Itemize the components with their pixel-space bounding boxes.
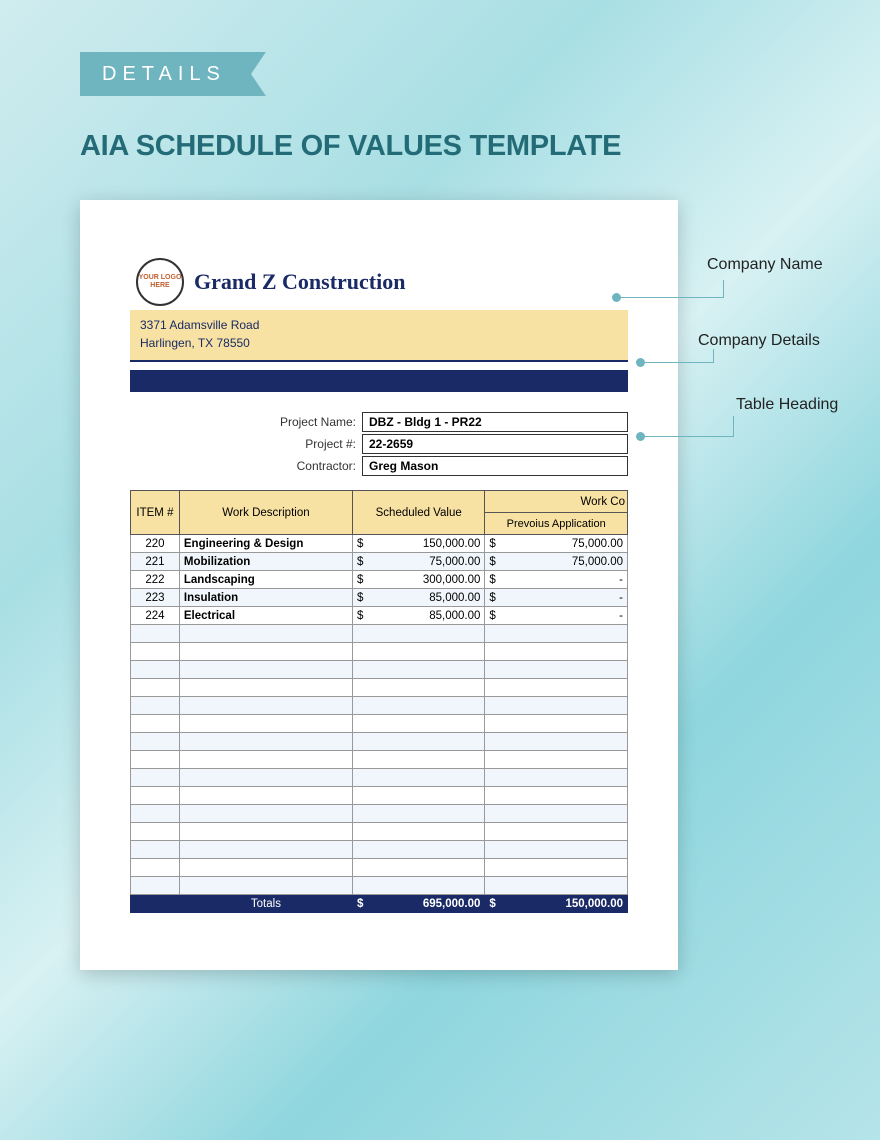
table-row-empty	[131, 841, 628, 859]
table-row-empty	[131, 805, 628, 823]
ribbon-text: DETAILS	[102, 63, 226, 86]
project-number-value: 22-2659	[362, 434, 628, 454]
th-sched: Scheduled Value	[353, 491, 485, 535]
table-row-empty	[131, 877, 628, 895]
project-name-value: DBZ - Bldg 1 - PR22	[362, 412, 628, 432]
project-name-label: Project Name:	[130, 415, 362, 429]
table-row-empty	[131, 697, 628, 715]
project-number-row: Project #: 22-2659	[130, 434, 628, 454]
table-row-empty	[131, 715, 628, 733]
cell-sched: $150,000.00	[353, 535, 485, 553]
line-table-heading-v	[733, 416, 734, 437]
cell-prev: $75,000.00	[485, 535, 628, 553]
cell-prev: $-	[485, 589, 628, 607]
details-ribbon: DETAILS	[80, 52, 266, 96]
cell-item: 221	[131, 553, 180, 571]
logo-placeholder: YOUR LOGO HERE	[136, 258, 184, 306]
totals-row: Totals $695,000.00 $150,000.00	[131, 895, 628, 913]
anno-company-name: Company Name	[707, 256, 823, 274]
cell-desc: Mobilization	[179, 553, 352, 571]
table-row: 221Mobilization$75,000.00$75,000.00	[131, 553, 628, 571]
th-desc: Work Description	[179, 491, 352, 535]
schedule-table: ITEM # Work Description Scheduled Value …	[130, 490, 628, 913]
totals-prev: $150,000.00	[485, 895, 628, 913]
project-number-label: Project #:	[130, 437, 362, 451]
table-row-empty	[131, 679, 628, 697]
table-row-empty	[131, 859, 628, 877]
project-name-row: Project Name: DBZ - Bldg 1 - PR22	[130, 412, 628, 432]
project-info: Project Name: DBZ - Bldg 1 - PR22 Projec…	[130, 412, 628, 476]
anno-table-heading: Table Heading	[736, 396, 838, 414]
contractor-value: Greg Mason	[362, 456, 628, 476]
line-company-details-h	[641, 362, 713, 363]
cell-desc: Engineering & Design	[179, 535, 352, 553]
cell-sched: $85,000.00	[353, 607, 485, 625]
totals-sched: $695,000.00	[353, 895, 485, 913]
line-company-name-v	[723, 280, 724, 298]
th-workco: Work Co	[485, 491, 628, 513]
cell-desc: Landscaping	[179, 571, 352, 589]
contractor-label: Contractor:	[130, 459, 362, 473]
cell-item: 223	[131, 589, 180, 607]
contractor-row: Contractor: Greg Mason	[130, 456, 628, 476]
line-table-heading-h	[641, 436, 733, 437]
cell-prev: $75,000.00	[485, 553, 628, 571]
line-company-details-v	[713, 349, 714, 363]
logo-text: YOUR LOGO HERE	[138, 274, 182, 289]
cell-item: 220	[131, 535, 180, 553]
anno-company-details: Company Details	[698, 332, 820, 350]
cell-desc: Electrical	[179, 607, 352, 625]
table-row: 220Engineering & Design$150,000.00$75,00…	[131, 535, 628, 553]
table-row-empty	[131, 787, 628, 805]
cell-prev: $-	[485, 571, 628, 589]
totals-label: Totals	[179, 895, 352, 913]
table-row-empty	[131, 733, 628, 751]
address-line2: Harlingen, TX 78550	[140, 334, 618, 352]
company-header: YOUR LOGO HERE Grand Z Construction	[130, 258, 628, 306]
company-name: Grand Z Construction	[194, 269, 405, 295]
document-card: YOUR LOGO HERE Grand Z Construction 3371…	[80, 200, 678, 970]
table-row-empty	[131, 823, 628, 841]
table-row-empty	[131, 661, 628, 679]
page-title: AIA SCHEDULE OF VALUES TEMPLATE	[80, 130, 621, 163]
address-line1: 3371 Adamsville Road	[140, 316, 618, 334]
table-row: 223Insulation$85,000.00$-	[131, 589, 628, 607]
cell-sched: $85,000.00	[353, 589, 485, 607]
cell-sched: $75,000.00	[353, 553, 485, 571]
table-body: 220Engineering & Design$150,000.00$75,00…	[131, 535, 628, 895]
dark-separator-bar	[130, 370, 628, 392]
th-item: ITEM #	[131, 491, 180, 535]
cell-desc: Insulation	[179, 589, 352, 607]
table-row: 224Electrical$85,000.00$-	[131, 607, 628, 625]
line-company-name-h	[617, 297, 723, 298]
cell-prev: $-	[485, 607, 628, 625]
table-row-empty	[131, 625, 628, 643]
table-row-empty	[131, 751, 628, 769]
th-prev: Prevoius Application	[485, 513, 628, 535]
table-row-empty	[131, 769, 628, 787]
cell-item: 224	[131, 607, 180, 625]
cell-sched: $300,000.00	[353, 571, 485, 589]
totals-blank	[131, 895, 180, 913]
company-address-block: 3371 Adamsville Road Harlingen, TX 78550	[130, 310, 628, 362]
cell-item: 222	[131, 571, 180, 589]
schedule-table-wrap: ITEM # Work Description Scheduled Value …	[130, 490, 628, 913]
table-row-empty	[131, 643, 628, 661]
table-row: 222Landscaping$300,000.00$-	[131, 571, 628, 589]
